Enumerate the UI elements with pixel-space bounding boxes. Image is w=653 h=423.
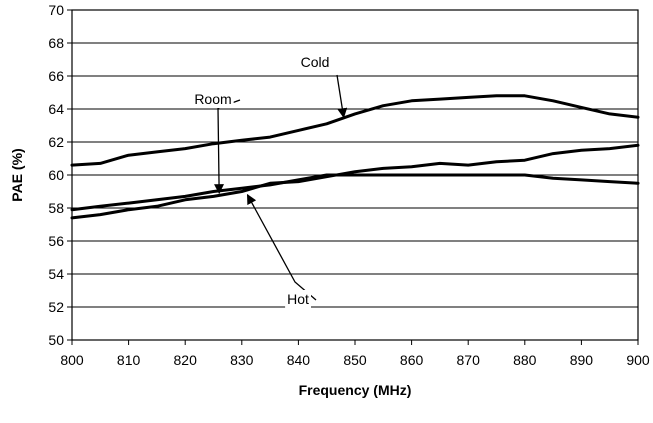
y-tick-label: 62 — [48, 134, 64, 150]
y-tick-label: 66 — [48, 68, 64, 84]
series-annotations: Cold Room Hot — [192, 53, 348, 308]
x-tick-label: 830 — [230, 352, 254, 368]
series-line-cold — [70, 94, 640, 167]
x-tick-label: 900 — [626, 352, 650, 368]
y-tick-label: 58 — [48, 200, 64, 216]
annotation-arrow-room — [214, 99, 241, 195]
annotation-label-bg — [192, 90, 234, 108]
y-tick-label: 64 — [48, 101, 64, 117]
annotation-label-cold: Cold — [301, 54, 330, 70]
x-tick-label: 890 — [570, 352, 594, 368]
y-axis-title: PAE (%) — [9, 148, 25, 201]
x-axis-title: Frequency (MHz) — [299, 382, 412, 398]
y-tick-label: 68 — [48, 35, 64, 51]
x-tick-label: 810 — [117, 352, 141, 368]
x-tick-label: 860 — [400, 352, 424, 368]
x-tick-label: 840 — [287, 352, 311, 368]
annotation-label-bg — [285, 290, 311, 308]
y-tick-label: 60 — [48, 167, 64, 183]
annotation-label-bg — [298, 53, 332, 71]
y-axis-ticks: 50 52 54 56 58 60 62 64 66 68 70 — [48, 2, 72, 348]
series-line-hot — [70, 143, 640, 220]
x-tick-label: 850 — [343, 352, 367, 368]
x-tick-label: 870 — [457, 352, 481, 368]
y-tick-label: 56 — [48, 233, 64, 249]
x-tick-label: 880 — [513, 352, 537, 368]
annotation-label-room: Room — [194, 91, 231, 107]
series-line-room — [70, 173, 640, 212]
series-lines — [70, 94, 640, 220]
y-tick-label: 50 — [48, 332, 64, 348]
x-axis-ticks: 800 810 820 830 840 850 860 870 880 890 900 — [60, 340, 650, 368]
y-tick-label: 70 — [48, 2, 64, 18]
x-tick-label: 800 — [60, 352, 84, 368]
annotation-arrow-cold — [336, 74, 348, 119]
annotation-arrow-hot — [246, 193, 317, 301]
y-tick-label: 54 — [48, 266, 64, 282]
x-tick-label: 820 — [174, 352, 198, 368]
y-tick-label: 52 — [48, 299, 64, 315]
annotation-label-hot: Hot — [287, 291, 309, 307]
